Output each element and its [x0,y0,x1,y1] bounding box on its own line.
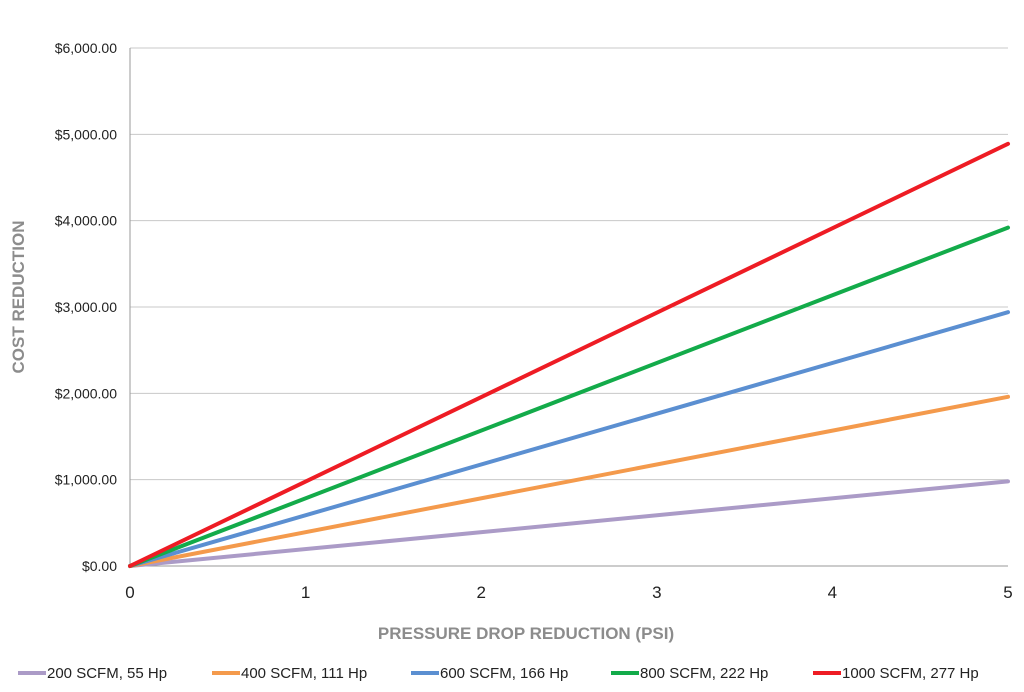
legend-label: 1000 SCFM, 277 Hp [842,665,979,682]
legend-item: 200 SCFM, 55 Hp [18,665,167,682]
legend-item: 800 SCFM, 222 Hp [611,665,768,682]
y-tick-label: $3,000.00 [55,299,117,315]
grid-lines [129,47,1008,567]
y-tick-label: $0.00 [82,558,117,574]
series-lines [128,141,1010,568]
series-line-1 [128,479,1010,568]
x-tick-label: 3 [652,583,661,602]
y-axis-ticks: $0.00 $1,000.00 $2,000.00 $3,000.00 $4,000.0… [55,40,117,574]
y-tick-label: $2,000.00 [55,385,117,401]
y-tick-label: $6,000.00 [55,40,117,56]
legend-label: 800 SCFM, 222 Hp [640,665,768,682]
legend-item: 1000 SCFM, 277 Hp [813,665,979,682]
y-tick-label: $1,000.00 [55,472,117,488]
y-tick-label: $5,000.00 [55,126,117,142]
series-line-3 [128,310,1010,568]
legend-item: 600 SCFM, 166 Hp [411,665,568,682]
x-tick-label: 1 [301,583,310,602]
x-tick-label: 5 [1003,583,1012,602]
x-tick-label: 0 [125,583,134,602]
legend-item: 400 SCFM, 111 Hp [212,665,367,682]
series-line-2 [128,394,1010,568]
legend-label: 200 SCFM, 55 Hp [47,665,167,682]
legend-label: 600 SCFM, 166 Hp [440,665,568,682]
legend: 200 SCFM, 55 Hp 400 SCFM, 111 Hp 600 SCFM,… [18,665,979,682]
x-tick-label: 2 [476,583,485,602]
legend-label: 400 SCFM, 111 Hp [241,665,367,682]
x-tick-label: 4 [828,583,837,602]
x-axis-ticks: 0 1 2 3 4 5 [125,583,1012,602]
x-axis-title: PRESSURE DROP REDUCTION (PSI) [378,624,674,643]
y-tick-label: $4,000.00 [55,213,117,229]
series-line-5 [128,141,1010,568]
y-axis-title: COST REDUCTION [9,221,28,374]
series-line-4 [128,225,1010,568]
